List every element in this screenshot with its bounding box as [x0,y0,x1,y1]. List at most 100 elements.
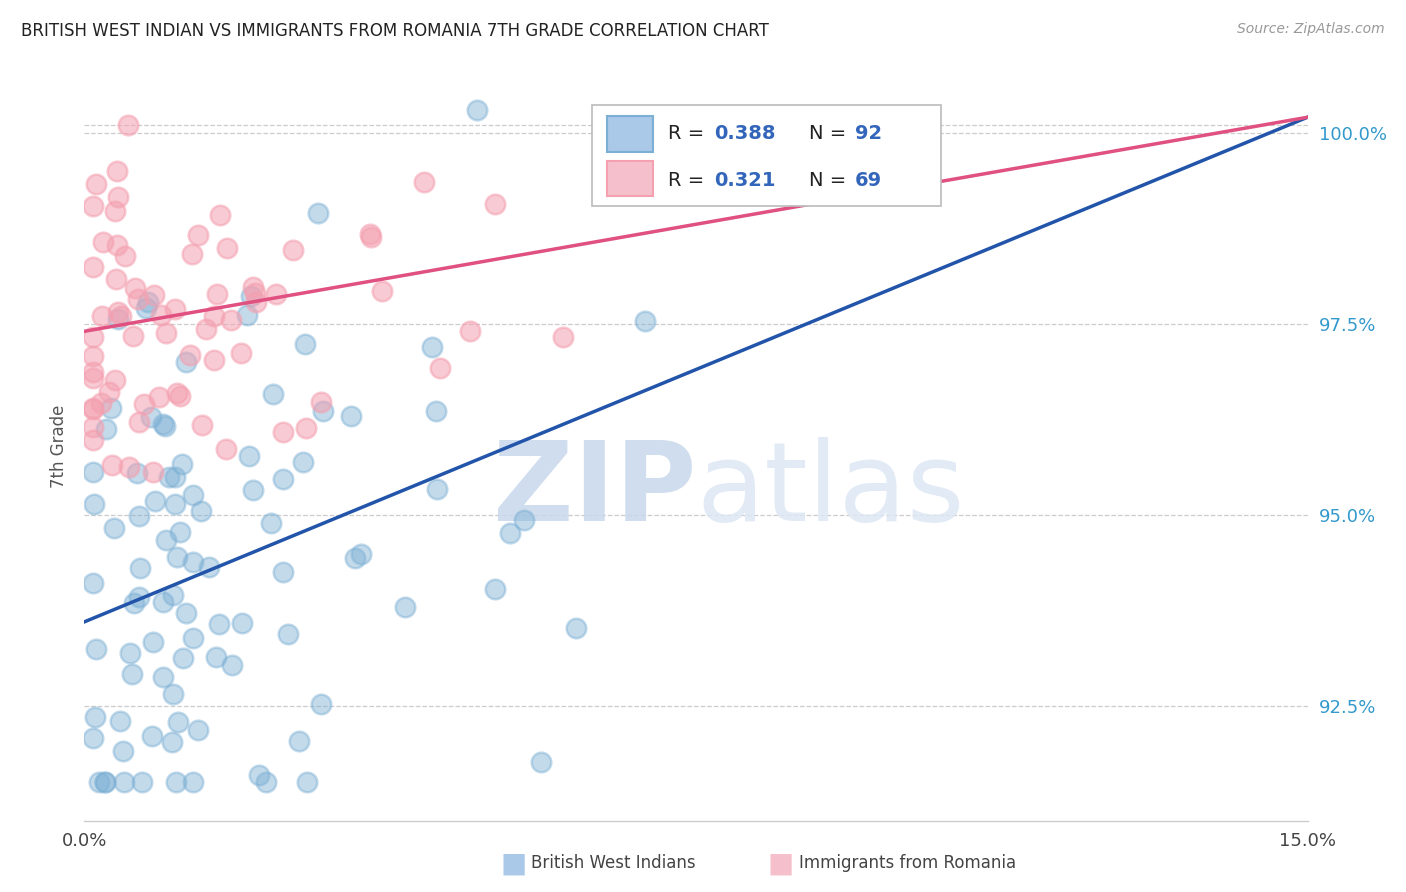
Point [420,340,443,354]
Point [163,497,186,511]
Point [295,775,318,789]
Point [152,417,174,432]
Point [107,190,129,204]
Point [143,493,166,508]
Point [195,321,218,335]
Point [128,561,150,575]
Point [84,709,107,723]
Point [94,775,117,789]
Point [413,175,436,189]
Point [242,483,264,497]
Point [254,775,277,789]
Point [82,365,104,379]
Point [124,281,146,295]
Point [87,775,110,789]
Point [82,371,104,385]
Point [82,465,104,479]
Point [350,547,373,561]
Point [82,419,104,434]
Point [114,249,136,263]
Point [394,599,416,614]
Point [141,409,163,424]
Point [190,504,212,518]
Point [152,595,174,609]
Point [82,330,104,344]
Point [340,409,363,424]
Point [128,590,150,604]
Point [125,466,148,480]
Point [82,260,104,275]
Text: R =: R = [668,170,710,189]
Point [170,457,193,471]
Point [235,308,257,322]
Point [179,348,201,362]
Point [243,286,266,301]
Point [136,294,159,309]
Point [83,497,105,511]
Point [160,735,183,749]
Point [271,566,294,580]
Point [82,401,104,415]
Point [180,247,202,261]
Text: Source: ZipAtlas.com: Source: ZipAtlas.com [1237,22,1385,37]
Point [163,470,186,484]
Point [107,305,129,319]
Point [162,687,184,701]
Point [132,397,155,411]
Point [247,767,270,781]
Point [165,775,187,789]
Point [82,576,104,591]
Point [484,582,506,596]
Point [157,470,180,484]
Bar [606,116,654,152]
Point [242,280,264,294]
Point [104,373,127,387]
Point [294,336,316,351]
Text: BRITISH WEST INDIAN VS IMMIGRANTS FROM ROMANIA 7TH GRADE CORRELATION CHART: BRITISH WEST INDIAN VS IMMIGRANTS FROM R… [21,22,769,40]
Point [105,272,128,286]
Point [122,596,145,610]
Point [231,615,253,630]
Point [162,588,184,602]
Point [458,324,481,338]
Point [84,642,107,657]
Point [271,425,294,439]
Text: N =: N = [808,124,852,143]
Point [429,360,451,375]
Point [142,635,165,649]
Point [97,385,120,400]
Point [101,458,124,472]
Point [82,199,104,213]
Point [295,421,318,435]
Point [205,287,228,301]
Point [122,329,145,343]
Point [82,433,104,447]
Point [176,606,198,620]
Text: 0.321: 0.321 [714,170,776,189]
Text: 69: 69 [855,170,882,189]
Point [167,714,190,729]
Point [148,390,170,404]
Point [484,197,506,211]
Point [260,516,283,530]
Point [309,395,332,409]
Text: ■: ■ [768,849,793,878]
Point [104,204,127,219]
Point [103,520,125,534]
Point [135,301,157,315]
Point [107,312,129,326]
FancyBboxPatch shape [592,105,941,206]
Point [121,667,143,681]
Point [181,775,204,789]
Point [143,287,166,301]
Point [309,698,332,712]
Point [202,310,225,324]
Point [215,241,238,255]
Text: 0.388: 0.388 [714,124,776,143]
Point [91,310,114,324]
Point [142,466,165,480]
Point [181,488,204,502]
Point [187,227,209,242]
Point [288,733,311,747]
Point [141,729,163,743]
